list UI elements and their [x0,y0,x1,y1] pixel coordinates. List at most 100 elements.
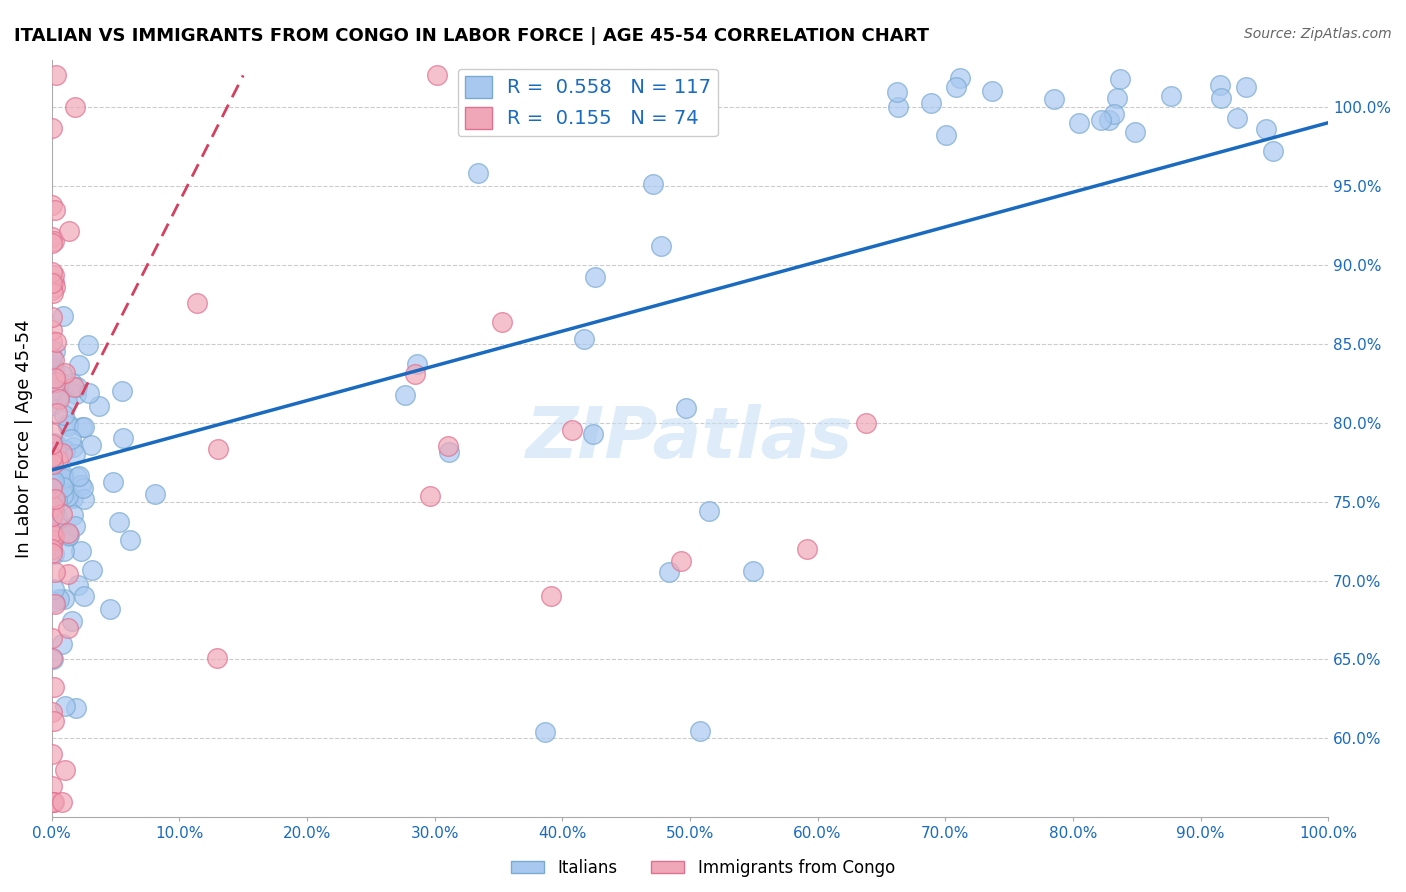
Immigrants from Congo [53,763,76,777]
Italians [101,475,124,489]
Italians [44,343,66,358]
Italians [1123,125,1146,139]
Italians [52,309,75,323]
Italians [42,594,65,608]
Italians [1090,113,1112,128]
Italians [42,475,65,489]
Immigrants from Congo [58,526,80,541]
Italians [46,509,69,524]
Italians [79,385,101,400]
Immigrants from Congo [41,120,63,135]
Italians [70,543,93,558]
Italians [76,338,98,352]
Legend: R =  0.558   N = 117, R =  0.155   N = 74: R = 0.558 N = 117, R = 0.155 N = 74 [458,69,718,136]
Immigrants from Congo [44,492,66,507]
Immigrants from Congo [796,542,818,557]
Italians [42,547,65,561]
Italians [67,358,90,372]
Italians [41,468,63,483]
Italians [111,384,134,398]
Italians [1208,78,1230,92]
Italians [48,591,70,606]
Legend: Italians, Immigrants from Congo: Italians, Immigrants from Congo [505,853,901,884]
Immigrants from Congo [41,334,63,349]
Italians [48,519,70,533]
Italians [582,427,605,442]
Immigrants from Congo [41,283,63,297]
Italians [41,398,63,412]
Immigrants from Congo [41,229,63,244]
Italians [120,533,142,547]
Immigrants from Congo [482,109,505,123]
Immigrants from Congo [42,533,65,548]
Immigrants from Congo [42,529,65,543]
Italians [1160,89,1182,103]
Immigrants from Congo [45,375,67,389]
Italians [52,544,75,558]
Immigrants from Congo [41,481,63,495]
Italians [52,591,75,606]
Immigrants from Congo [44,371,66,385]
Immigrants from Congo [63,380,86,394]
Immigrants from Congo [42,795,65,809]
Immigrants from Congo [48,392,70,407]
Immigrants from Congo [41,546,63,560]
Text: Source: ZipAtlas.com: Source: ZipAtlas.com [1244,27,1392,41]
Italians [63,519,86,533]
Immigrants from Congo [53,366,76,380]
Italians [73,420,96,434]
Immigrants from Congo [41,499,63,513]
Immigrants from Congo [404,368,426,382]
Italians [41,480,63,494]
Italians [1042,92,1064,106]
Immigrants from Congo [44,597,66,611]
Immigrants from Congo [46,453,69,467]
Italians [887,99,910,113]
Immigrants from Congo [41,198,63,212]
Italians [1105,91,1128,105]
Immigrants from Congo [44,566,66,580]
Immigrants from Congo [561,423,583,437]
Italians [42,474,65,488]
Italians [56,419,79,434]
Immigrants from Congo [41,323,63,337]
Italians [51,368,73,383]
Italians [945,80,967,95]
Italians [56,417,79,431]
Italians [58,528,80,542]
Italians [51,638,73,652]
Immigrants from Congo [42,352,65,367]
Italians [41,476,63,491]
Italians [49,375,72,389]
Italians [65,387,87,401]
Immigrants from Congo [41,236,63,251]
Italians [72,491,94,506]
Immigrants from Congo [46,406,69,420]
Immigrants from Congo [41,310,63,324]
Italians [72,481,94,495]
Italians [741,564,763,578]
Italians [98,601,121,615]
Italians [44,582,66,596]
Italians [62,440,84,454]
Immigrants from Congo [41,651,63,665]
Italians [920,96,942,111]
Italians [65,701,87,715]
Italians [675,401,697,416]
Immigrants from Congo [41,509,63,524]
Italians [1102,106,1125,120]
Immigrants from Congo [44,681,66,695]
Immigrants from Congo [41,425,63,440]
Italians [55,394,77,409]
Immigrants from Congo [41,631,63,645]
Italians [52,467,75,482]
Italians [60,376,83,390]
Italians [52,488,75,502]
Immigrants from Congo [426,69,449,83]
Italians [62,508,84,522]
Immigrants from Congo [41,747,63,761]
Italians [42,493,65,508]
Italians [437,445,460,459]
Italians [650,239,672,253]
Italians [574,332,596,346]
